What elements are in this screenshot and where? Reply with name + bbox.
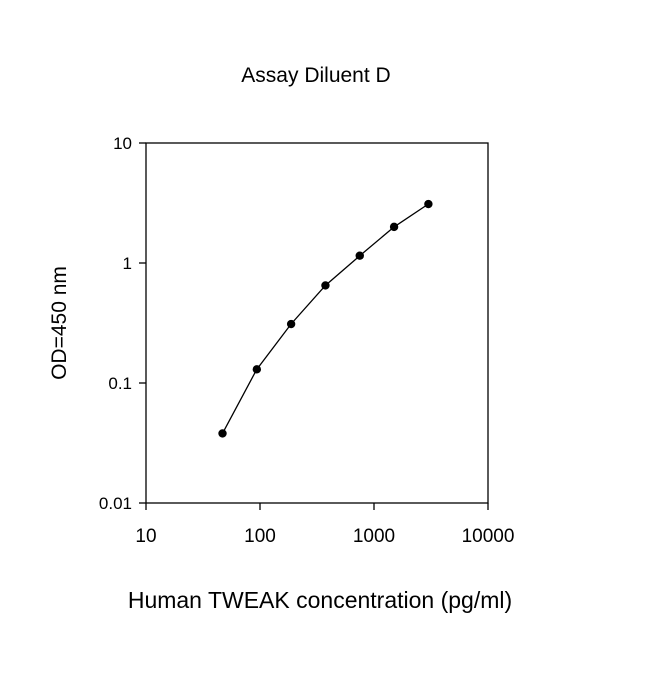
data-point: [286, 319, 296, 329]
data-point: [389, 222, 399, 232]
y-axis-label: OD=450 nm: [48, 266, 71, 380]
data-point: [355, 251, 364, 260]
plot-area-frame: [145, 142, 489, 504]
series-line: [221, 203, 429, 434]
x-axis: 10 100 1000 10000: [135, 503, 514, 547]
x-tick-label: 1000: [353, 526, 395, 547]
x-tick-label: 10: [135, 526, 156, 547]
data-point: [321, 281, 330, 290]
x-tick-label: 100: [244, 526, 276, 547]
y-tick-label: 0.01: [99, 494, 132, 513]
x-tick-label: 10000: [462, 526, 515, 547]
data-point: [218, 429, 227, 438]
data-points: [218, 199, 433, 438]
y-tick-label: 0.1: [108, 374, 132, 393]
x-axis-label: Human TWEAK concentration (pg/ml): [128, 587, 512, 613]
y-tick-label: 1: [123, 254, 132, 273]
y-tick-label: 10: [113, 134, 132, 153]
data-point: [252, 365, 262, 374]
chart-title: Assay Diluent D: [241, 64, 390, 87]
y-axis: 0.01 0.1 1 10: [99, 134, 146, 513]
data-point: [424, 199, 433, 209]
